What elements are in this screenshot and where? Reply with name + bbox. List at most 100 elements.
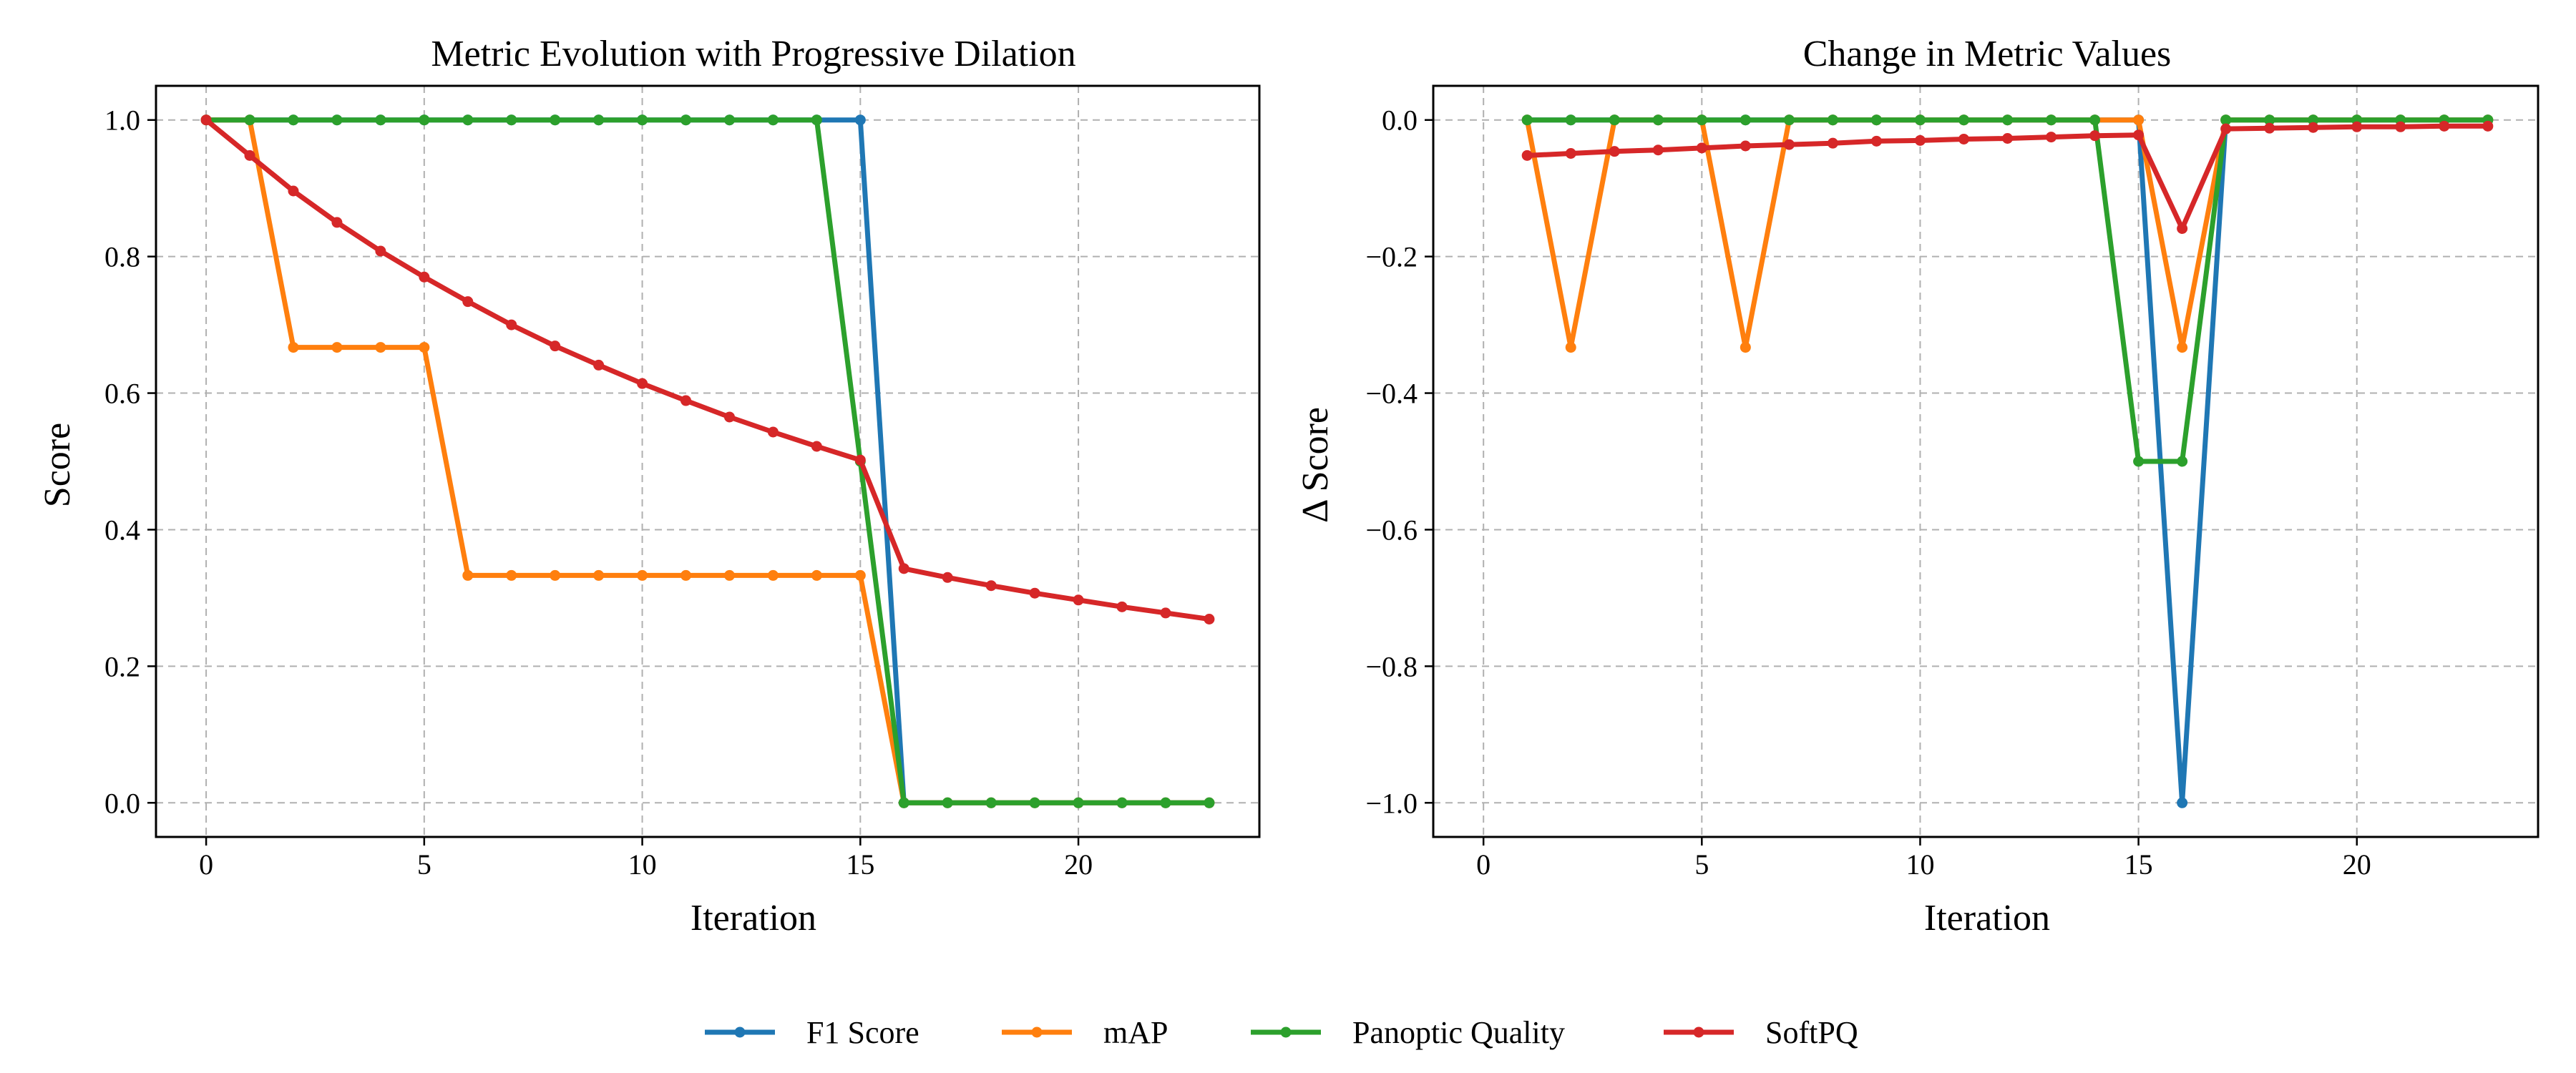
- right-chart-softpq-point: [2046, 132, 2057, 143]
- left-chart-softpq-point: [288, 185, 299, 197]
- right-chart-softpq-point: [2220, 123, 2232, 134]
- left-chart-softpq-point: [331, 217, 343, 228]
- left-chart-panoptic-quality-point: [680, 114, 692, 126]
- left-chart-softpq-point: [375, 245, 386, 257]
- right-chart-xlabel: Iteration: [1924, 898, 2050, 939]
- left-chart-softpq-point: [419, 271, 430, 283]
- right-chart-xtick-label: 10: [1906, 848, 1934, 881]
- left-chart-panoptic-quality-point: [637, 114, 648, 126]
- left-chart-softpq-point: [200, 114, 212, 126]
- left-chart-map-point: [811, 569, 822, 581]
- right-chart-softpq-point: [1958, 133, 1969, 144]
- legend: F1 Score mAP Panoptic Quality SoftPQ: [705, 1015, 1858, 1050]
- left-chart-panel: Metric Evolution with Progressive Dilati…: [37, 34, 1261, 939]
- left-chart-ytick-label: 0.8: [104, 241, 140, 273]
- legend-marker-f1-score: [734, 1027, 746, 1038]
- legend-label-f1-score: F1 Score: [806, 1015, 919, 1050]
- left-chart-panoptic-quality-point: [1204, 797, 1215, 808]
- right-chart-softpq-point: [1565, 148, 1576, 159]
- left-chart-panoptic-quality-point: [288, 114, 299, 126]
- right-chart-softpq-point: [1521, 150, 1533, 161]
- right-chart-panoptic-quality-point: [2264, 114, 2275, 126]
- legend-marker-map: [1031, 1027, 1043, 1038]
- right-chart-ytick-label: −1.0: [1365, 787, 1418, 819]
- left-chart-panoptic-quality-point: [723, 114, 735, 126]
- left-chart-panoptic-quality-point: [1073, 797, 1084, 808]
- right-chart-panoptic-quality-point: [2089, 114, 2101, 126]
- left-chart-softpq-point: [1116, 601, 1128, 612]
- left-chart-xlabel: Iteration: [691, 898, 816, 939]
- left-chart-map-point: [854, 569, 866, 581]
- right-chart-title: Change in Metric Values: [1803, 34, 2172, 74]
- right-chart-xtick-label: 20: [2343, 848, 2371, 881]
- left-chart-softpq-point: [854, 454, 866, 466]
- left-chart-panoptic-quality-point: [942, 797, 953, 808]
- right-chart-panoptic-quality-point: [2308, 114, 2319, 126]
- right-chart-panoptic-quality-point: [1696, 114, 1707, 126]
- legend-label-softpq: SoftPQ: [1765, 1015, 1858, 1050]
- left-chart-map-point: [550, 569, 561, 581]
- right-chart-panoptic-quality-point: [2220, 114, 2232, 126]
- left-chart-softpq-point: [1029, 587, 1040, 599]
- right-chart-softpq-point: [1870, 135, 1882, 147]
- left-chart-panoptic-quality-point: [1116, 797, 1128, 808]
- left-chart-panoptic-quality-point: [244, 114, 255, 126]
- right-chart-panel: Change in Metric Values Iteration Δ Scor…: [1295, 34, 2540, 939]
- right-chart-panoptic-quality-point: [1783, 114, 1795, 126]
- left-chart-map-point: [462, 569, 474, 581]
- right-chart-softpq-point: [1914, 134, 1926, 146]
- left-chart-ytick-label: 1.0: [104, 104, 140, 137]
- right-chart-map-point: [2177, 342, 2188, 353]
- left-chart-map-point: [680, 569, 692, 581]
- left-chart-map-point: [419, 342, 430, 353]
- right-chart-panoptic-quality-point: [1870, 114, 1882, 126]
- left-chart-map-point: [375, 342, 386, 353]
- left-chart-softpq-point: [1160, 607, 1171, 619]
- left-chart-softpq-point: [1204, 614, 1215, 624]
- left-chart-softpq-point: [1073, 594, 1084, 606]
- left-chart-map-point: [288, 342, 299, 353]
- left-chart-ytick-label: 0.6: [104, 378, 140, 410]
- left-chart-xtick-label: 15: [846, 848, 874, 881]
- left-chart-map-point: [767, 569, 779, 581]
- right-chart-panoptic-quality-point: [1958, 114, 1969, 126]
- right-chart-panoptic-quality-point: [1521, 114, 1533, 126]
- right-chart-panoptic-quality-point: [1914, 114, 1926, 126]
- left-chart-softpq-point: [811, 441, 822, 452]
- left-chart-panoptic-quality-point: [375, 114, 386, 126]
- right-chart-f1-score-point: [2177, 797, 2188, 808]
- left-chart-map-point: [723, 569, 735, 581]
- right-chart-softpq-point: [1696, 142, 1707, 154]
- legend-label-map: mAP: [1103, 1015, 1168, 1050]
- left-chart-ylabel: Score: [37, 423, 78, 507]
- left-chart-softpq-point: [680, 395, 692, 406]
- left-chart-panoptic-quality-point: [506, 114, 517, 126]
- left-chart-softpq-point: [637, 378, 648, 389]
- right-chart-softpq-point: [2002, 133, 2014, 144]
- left-chart-f1-score-point: [854, 114, 866, 126]
- left-chart-softpq-point: [593, 359, 605, 371]
- right-chart-ylabel: Δ Score: [1295, 407, 1336, 523]
- left-chart-ytick-label: 0.0: [104, 787, 140, 819]
- left-chart-softpq-point: [723, 411, 735, 423]
- left-chart-panoptic-quality-point: [419, 114, 430, 126]
- right-chart-ytick-label: −0.4: [1365, 378, 1418, 410]
- legend-item-f1-score: F1 Score: [705, 1015, 919, 1050]
- left-chart-panoptic-quality-point: [331, 114, 343, 126]
- right-chart-softpq-point: [1652, 144, 1664, 156]
- right-chart-panoptic-quality-point: [2046, 114, 2057, 126]
- right-chart-axes-frame: [1432, 84, 2540, 838]
- left-chart-softpq-point: [550, 340, 561, 352]
- right-chart-xtick-label: 5: [1694, 848, 1709, 881]
- left-chart-panoptic-quality-point: [985, 797, 997, 808]
- left-chart-xtick-label: 20: [1064, 848, 1093, 881]
- left-chart-softpq-point: [898, 563, 909, 574]
- left-chart-panoptic-quality-point: [1160, 797, 1171, 808]
- legend-item-softpq: SoftPQ: [1664, 1015, 1858, 1050]
- legend-item-panoptic-quality: Panoptic Quality: [1251, 1015, 1565, 1050]
- right-chart-softpq-point: [2395, 121, 2406, 132]
- left-chart-map-point: [506, 569, 517, 581]
- right-chart-softpq-point: [1783, 139, 1795, 150]
- right-chart-panoptic-quality-point: [1609, 114, 1620, 126]
